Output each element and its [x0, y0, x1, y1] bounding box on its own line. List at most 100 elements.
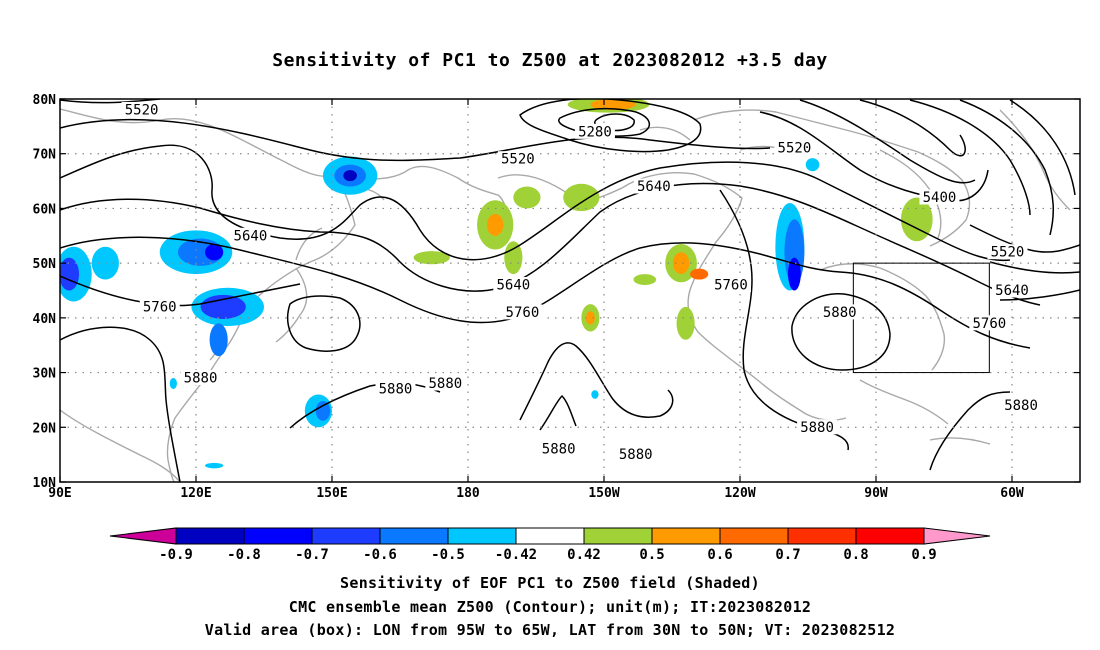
shaded-patch	[487, 213, 504, 236]
contour-label-bg	[121, 101, 162, 117]
contour-label: 5880	[823, 305, 857, 321]
lon-tick-label: 60W	[1000, 486, 1024, 501]
lat-tick-label: 70N	[33, 148, 57, 163]
colorbar-swatch	[515, 527, 585, 545]
colorbar-swatch	[855, 527, 925, 545]
contour-label-bg	[1001, 397, 1042, 413]
caption-contour: CMC ensemble mean Z500 (Contour); unit(m…	[288, 598, 812, 616]
contour-label-bg	[615, 446, 656, 462]
caption-valid-area: Valid area (box): LON from 95W to 65W, L…	[204, 621, 896, 639]
contour-label-bg	[493, 277, 534, 293]
shaded-patch	[413, 251, 450, 265]
shaded-patch	[200, 294, 246, 319]
colorbar-swatch	[651, 527, 721, 545]
shaded-patch	[563, 183, 600, 212]
contour-label-bg	[502, 304, 543, 320]
contour-label: 5760	[143, 299, 177, 315]
contour-label-bg	[574, 123, 615, 139]
lon-tick-label: 90W	[864, 486, 888, 501]
shaded-patch	[591, 390, 599, 399]
colorbar-label: 0.6	[707, 547, 732, 563]
shaded-patch	[672, 252, 690, 275]
shaded-patch	[805, 158, 820, 172]
contour-label-bg	[992, 282, 1032, 298]
shaded-patch	[504, 241, 523, 275]
contour-label-bg	[230, 227, 271, 243]
colorbar-label: -0.7	[295, 547, 329, 563]
shaded-patch	[169, 378, 177, 389]
contour-label-bg	[538, 441, 579, 457]
lon-tick-label: 120W	[724, 486, 755, 501]
shaded-patch	[590, 99, 636, 110]
shaded-patch	[343, 170, 357, 182]
contour-label-bg	[987, 244, 1028, 260]
shaded-patch	[205, 462, 224, 469]
shaded-patch	[633, 274, 657, 286]
contour-label: 5280	[578, 124, 612, 140]
contour-label: 5520	[991, 245, 1025, 261]
contour-label-bg	[375, 380, 416, 396]
contour-label: 5520	[501, 152, 535, 168]
colorbar-swatch	[311, 527, 381, 545]
colorbar-label: -0.8	[227, 547, 261, 563]
shaded-patch	[676, 306, 695, 340]
colorbar-label: -0.6	[363, 547, 397, 563]
colorbar-label: 0.5	[639, 547, 664, 563]
contour-label: 5880	[184, 371, 218, 387]
colorbar-swatch	[175, 527, 245, 545]
lon-tick-label: 150E	[316, 486, 347, 501]
colorbar-swatch	[583, 527, 653, 545]
contour-label-bg	[425, 375, 466, 391]
colorbar-swatch	[379, 527, 449, 545]
contour-label: 5640	[637, 179, 671, 195]
colorbar: -0.9 -0.8 -0.7 -0.6 -0.5 -0.42 0.42 0.5 0.6 0.7 0.…	[109, 527, 991, 563]
contour-label: 5880	[800, 420, 834, 436]
colorbar-swatch	[447, 527, 517, 545]
shaded-patch	[209, 323, 228, 357]
colorbar-swatch	[787, 527, 857, 545]
contour-label-bg	[710, 277, 751, 293]
colorbar-label: 0.8	[843, 547, 868, 563]
contour-label: 5880	[542, 442, 576, 458]
lat-tick-label: 10N	[33, 476, 57, 491]
lat-tick-label: 50N	[33, 257, 57, 272]
shaded-patch	[788, 257, 801, 291]
colorbar-label: -0.42	[495, 547, 537, 563]
contour-label: 5640	[995, 283, 1029, 299]
shaded-patch	[585, 311, 595, 325]
contour-label-bg	[139, 298, 180, 314]
contour-label-bg	[633, 178, 674, 194]
lon-tick-label: 180	[456, 486, 480, 501]
coastlines	[60, 108, 1071, 482]
contour-label-bg	[180, 370, 221, 386]
lat-tick-label: 60N	[33, 202, 57, 217]
colorbar-arrow-left	[109, 527, 177, 545]
colorbar-label: 0.9	[911, 547, 936, 563]
contour-label: 5520	[125, 102, 159, 118]
sensitivity-shading	[60, 99, 933, 469]
contour-label-bg	[774, 140, 815, 156]
colorbar-label: 0.7	[775, 547, 800, 563]
z500-contours	[60, 99, 1080, 482]
contour-label: 5760	[506, 305, 540, 321]
contour-label: 5760	[714, 278, 748, 294]
contour-labels: 5520 5520 5520 5520 5280 5400 5640 5640 5640 5640…	[121, 101, 1042, 463]
contour-label: 5880	[379, 381, 413, 397]
grid-lines	[60, 99, 1080, 482]
contour-label: 5880	[1004, 398, 1038, 414]
lat-tick-label: 30N	[33, 367, 57, 382]
contour-label: 5880	[619, 447, 653, 463]
main-title: Sensitivity of PC1 to Z500 at 2023082012…	[272, 50, 828, 71]
contour-label: 5880	[428, 376, 462, 392]
shaded-patch	[315, 401, 331, 421]
lat-tick-label: 40N	[33, 312, 57, 327]
colorbar-arrow-right	[923, 527, 991, 545]
contour-label-bg	[969, 315, 1010, 331]
colorbar-label: 0.42	[567, 547, 601, 563]
contour-label: 5640	[496, 278, 530, 294]
shaded-patch	[513, 186, 541, 209]
lon-tick-label: 150W	[588, 486, 619, 501]
contour-label: 5520	[778, 141, 812, 157]
